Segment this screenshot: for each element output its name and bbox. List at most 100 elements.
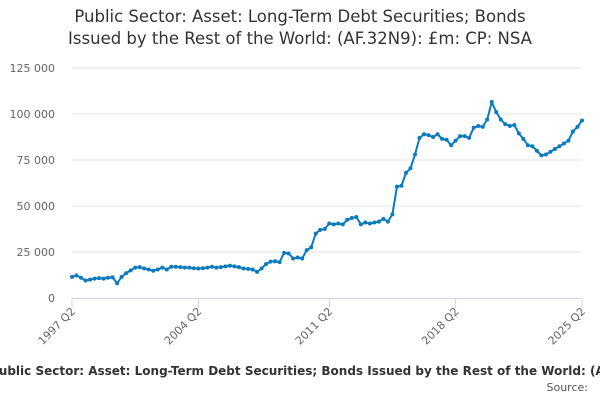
data-point bbox=[250, 267, 255, 272]
data-point bbox=[173, 264, 178, 269]
data-point bbox=[512, 123, 517, 128]
data-point bbox=[570, 129, 575, 134]
data-point bbox=[295, 255, 300, 260]
legend-series-label: Public Sector: Asset: Long-Term Debt Sec… bbox=[0, 364, 600, 378]
data-point bbox=[449, 143, 454, 148]
data-point bbox=[561, 141, 566, 146]
data-point bbox=[381, 216, 386, 221]
data-point bbox=[205, 265, 210, 270]
data-point bbox=[408, 166, 413, 171]
data-point bbox=[128, 268, 133, 273]
data-point bbox=[525, 143, 530, 148]
data-point bbox=[354, 215, 359, 220]
data-point bbox=[106, 275, 111, 280]
data-point bbox=[390, 212, 395, 217]
data-point bbox=[277, 260, 282, 265]
data-point bbox=[399, 183, 404, 188]
data-point bbox=[92, 276, 97, 281]
data-point bbox=[79, 275, 84, 280]
data-point bbox=[458, 134, 463, 139]
data-point bbox=[336, 221, 341, 226]
data-point bbox=[485, 117, 490, 122]
data-point bbox=[453, 138, 458, 143]
data-point bbox=[191, 266, 196, 271]
data-point bbox=[282, 250, 287, 255]
data-point bbox=[119, 274, 124, 279]
data-point bbox=[236, 265, 241, 270]
data-point bbox=[471, 125, 476, 130]
y-tick-label: 75 000 bbox=[17, 154, 56, 167]
data-point bbox=[426, 133, 431, 138]
data-point bbox=[304, 248, 309, 253]
data-point bbox=[214, 265, 219, 270]
data-point bbox=[268, 259, 273, 264]
data-point bbox=[376, 219, 381, 224]
data-point bbox=[327, 221, 332, 226]
data-point bbox=[309, 245, 314, 250]
x-tick-label: 1997 Q2 bbox=[36, 305, 79, 348]
data-point bbox=[557, 144, 562, 149]
data-point bbox=[575, 124, 580, 129]
data-point bbox=[142, 266, 147, 271]
data-point bbox=[223, 264, 228, 269]
data-point bbox=[507, 123, 512, 128]
y-tick-label: 100 000 bbox=[10, 108, 56, 121]
data-point bbox=[363, 220, 368, 225]
data-point bbox=[394, 184, 399, 189]
data-point bbox=[218, 265, 223, 270]
data-point bbox=[101, 276, 106, 281]
data-point bbox=[124, 271, 129, 276]
data-point bbox=[322, 227, 327, 231]
data-point bbox=[516, 131, 521, 136]
data-point bbox=[187, 265, 192, 270]
data-point bbox=[291, 256, 296, 261]
data-point bbox=[467, 135, 472, 140]
data-point bbox=[97, 276, 102, 281]
data-point bbox=[345, 217, 350, 222]
y-tick-label: 125 000 bbox=[10, 62, 56, 75]
data-point bbox=[264, 261, 269, 266]
data-point bbox=[146, 267, 151, 272]
data-point bbox=[151, 268, 156, 273]
data-point bbox=[534, 148, 539, 153]
chart-title-line-2: Issued by the Rest of the World: (AF.32N… bbox=[68, 29, 532, 48]
data-point bbox=[209, 264, 214, 269]
series-line bbox=[71, 101, 583, 285]
data-point bbox=[480, 124, 485, 129]
data-point bbox=[440, 136, 445, 141]
data-point bbox=[300, 256, 305, 261]
data-point bbox=[318, 227, 323, 232]
data-point bbox=[417, 135, 422, 140]
axes bbox=[71, 298, 583, 308]
x-tick-label: 2018 Q2 bbox=[419, 305, 462, 348]
data-point bbox=[160, 265, 165, 270]
chart-title-line-1: Public Sector: Asset: Long-Term Debt Sec… bbox=[74, 7, 526, 26]
x-tick-label: 2004 Q2 bbox=[162, 305, 205, 348]
data-point bbox=[286, 251, 291, 256]
y-tick-label: 25 000 bbox=[17, 246, 56, 259]
data-point bbox=[178, 265, 183, 270]
data-point bbox=[566, 138, 571, 143]
grid-lines bbox=[72, 67, 582, 253]
data-point bbox=[115, 281, 120, 286]
data-point bbox=[521, 136, 526, 141]
data-point bbox=[331, 222, 336, 227]
data-point bbox=[88, 277, 93, 282]
data-point bbox=[403, 170, 408, 175]
data-point bbox=[169, 264, 174, 269]
data-point bbox=[489, 100, 494, 105]
data-point bbox=[70, 274, 74, 279]
data-point bbox=[137, 265, 142, 270]
data-point bbox=[74, 273, 79, 278]
data-point bbox=[232, 264, 237, 269]
data-point bbox=[241, 266, 246, 271]
data-point bbox=[548, 149, 553, 154]
data-point bbox=[530, 144, 535, 149]
data-point bbox=[552, 146, 557, 151]
data-point bbox=[273, 259, 278, 264]
data-point bbox=[313, 231, 318, 236]
data-point bbox=[431, 135, 436, 139]
x-tick-label: 2011 Q2 bbox=[293, 305, 336, 348]
data-point bbox=[372, 220, 377, 225]
